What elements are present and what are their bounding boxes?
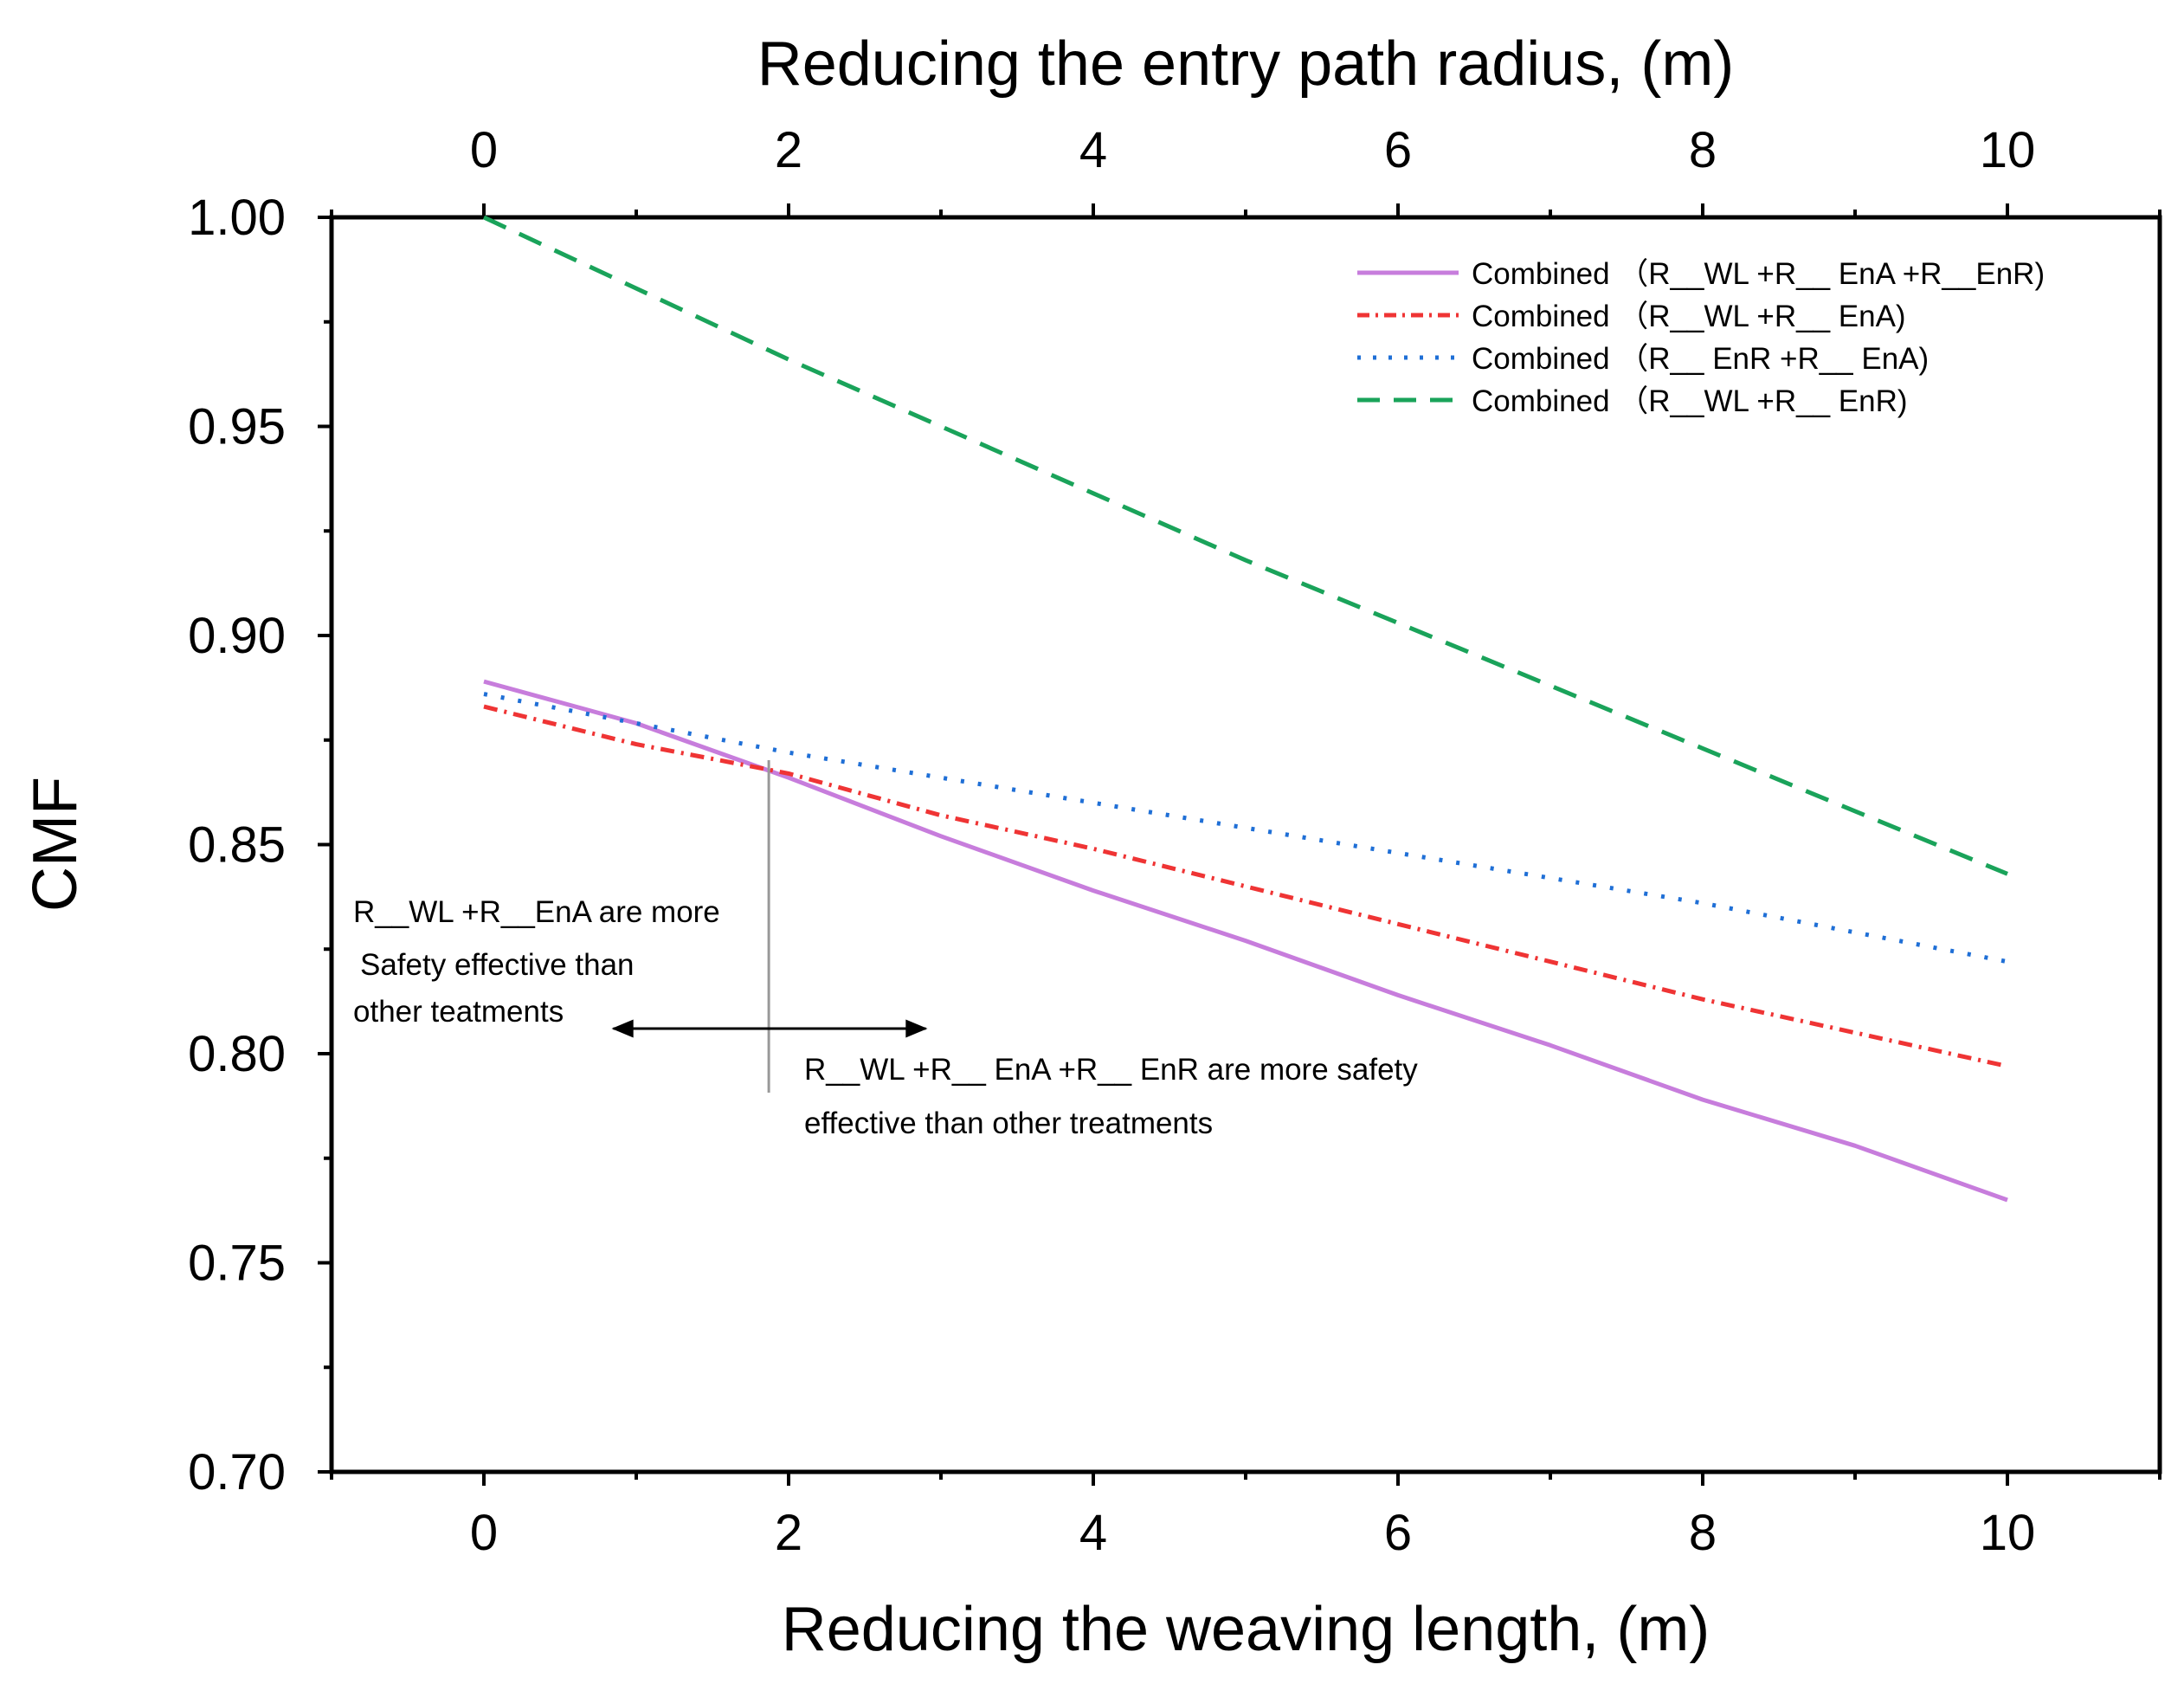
series-line-0 (483, 679, 2008, 1203)
x-axis-top-title: Reducing the entry path radius, (m) (757, 29, 1735, 99)
annotation-left-line-3: other teatments (353, 995, 564, 1029)
x-bottom-tick-label: 0 (470, 1505, 498, 1561)
x-bottom-tick-label: 10 (1980, 1505, 2036, 1561)
legend-label-combined-all: Combined （R__WL +R__ EnA +R__EnR) (1472, 257, 2045, 291)
annotation-left-line-2: Safety effective than (360, 948, 635, 982)
annotation-left-line-1: R__WL +R__EnA are more (353, 895, 720, 929)
x-bottom-tick-label: 2 (775, 1505, 802, 1561)
x-top-tick-label: 10 (1980, 122, 2036, 178)
x-axis-bottom-title: Reducing the weaving length, (m) (782, 1595, 1710, 1664)
legend: Combined （R__WL +R__ EnA +R__EnR) Combin… (1357, 257, 2045, 418)
y-tick-label: 0.95 (188, 399, 286, 455)
series-line-1 (483, 704, 2008, 1068)
y-tick-label: 0.85 (188, 817, 286, 874)
x-top-tick-label: 0 (470, 122, 498, 178)
x-bottom-tick-label: 8 (1689, 1505, 1717, 1561)
annotation-right-line-1: R__WL +R__ EnA +R__ EnR are more safety (804, 1053, 1418, 1087)
series-layer (482, 215, 2008, 1203)
annotation-group: R__WL +R__EnA are more Safety effective … (353, 760, 1418, 1140)
legend-label-combined-wl-enr: Combined （R__WL +R__ EnR) (1472, 384, 1908, 418)
x-top-tick-label: 6 (1384, 122, 1412, 178)
x-top-tick-label: 8 (1689, 122, 1717, 178)
x-bottom-tick-label: 6 (1384, 1505, 1412, 1561)
x-top-tick-label: 2 (775, 122, 802, 178)
series-line-3 (482, 215, 2008, 876)
y-tick-label: 0.80 (188, 1026, 286, 1082)
legend-label-combined-wl-ena: Combined （R__WL +R__ EnA) (1472, 300, 1906, 333)
y-tick-label: 0.70 (188, 1444, 286, 1500)
x-top-tick-label: 4 (1079, 122, 1107, 178)
y-tick-label: 0.90 (188, 608, 286, 664)
axis-ticks: 0 0 2 2 4 4 6 6 8 8 10 10 0.70 0.75 0.80 0.85 0.90 0.95 1.… (188, 122, 2161, 1561)
y-tick-label: 1.00 (188, 190, 286, 246)
annotation-right-line-2: effective than other treatments (804, 1107, 1213, 1140)
y-axis-title: CMF (21, 777, 90, 912)
y-tick-label: 0.75 (188, 1236, 286, 1292)
x-bottom-tick-label: 4 (1079, 1505, 1107, 1561)
legend-label-combined-enr-ena: Combined （R__ EnR +R__ EnA) (1472, 342, 1929, 376)
